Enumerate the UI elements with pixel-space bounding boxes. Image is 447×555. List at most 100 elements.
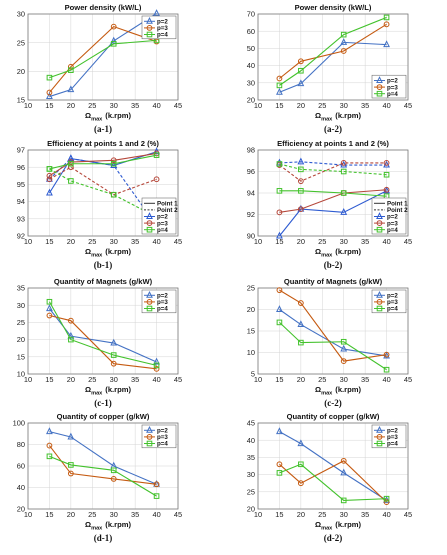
- data-point-marker: [110, 161, 118, 168]
- data-point-marker: [46, 166, 53, 172]
- series-line: [48, 301, 157, 366]
- panel-caption: (d-1): [94, 533, 113, 543]
- series-p-4: [276, 319, 390, 373]
- series-line: [279, 190, 387, 197]
- x-tick-label: 25: [318, 375, 326, 384]
- data-point-marker: [298, 166, 304, 173]
- data-point-marker: [340, 338, 347, 345]
- chart-panel-d-1: Quantity of copper (g/kW) 10 15 20 25 30 35 40 4…: [13, 412, 182, 543]
- data-point-marker: [276, 305, 283, 312]
- x-axis-symbol: Ω: [315, 247, 321, 256]
- legend-marker: [146, 226, 153, 233]
- x-axis-subscript: max: [91, 391, 103, 397]
- data-point-marker: [276, 231, 283, 239]
- x-axis-unit: (k.rpm): [105, 520, 131, 529]
- legend-marker: [146, 305, 153, 312]
- y-tick-label: 20: [17, 67, 25, 76]
- x-tick-label: 15: [45, 101, 53, 110]
- x-axis-symbol: Ω: [315, 111, 321, 120]
- data-point-marker: [68, 67, 74, 73]
- x-tick-label: 25: [88, 237, 96, 246]
- series-p-3: [46, 23, 160, 96]
- legend-label: p=3: [157, 25, 168, 32]
- x-axis-label: Ωmax (k.rpm): [315, 385, 362, 397]
- x-tick-label: 45: [174, 101, 182, 110]
- y-tick-label: 96: [247, 167, 255, 176]
- data-point-marker: [110, 191, 117, 198]
- x-tick-label: 35: [361, 510, 369, 519]
- x-tick-label: 30: [340, 237, 348, 246]
- y-tick-label: 25: [247, 487, 255, 496]
- series-line: [279, 463, 387, 501]
- data-point-marker: [110, 160, 117, 167]
- x-tick-label: 30: [110, 101, 118, 110]
- series-p-4: [276, 14, 390, 89]
- series-line: [49, 12, 157, 98]
- data-point-marker: [68, 462, 74, 468]
- data-point-marker: [67, 470, 74, 477]
- data-point-marker: [276, 209, 283, 216]
- x-tick-label: 45: [174, 237, 182, 246]
- chart-title: Quantity of Magnets (g/kW): [54, 277, 153, 286]
- x-tick-label: 45: [404, 237, 412, 246]
- data-point-marker: [383, 366, 390, 373]
- chart-title: Power density (kW/L): [295, 3, 372, 12]
- data-point-marker: [383, 499, 390, 506]
- x-tick-label: 30: [110, 237, 118, 246]
- series-p-2: [46, 427, 160, 487]
- data-point-marker: [340, 160, 347, 166]
- y-tick-label: 20: [17, 335, 25, 344]
- x-axis-subscript: max: [91, 253, 103, 259]
- chart-panel-c-2: Quantity of Magnets (g/kW) 10 15 20 25 30 35 40…: [247, 277, 412, 408]
- data-point-marker: [67, 331, 75, 339]
- data-point-marker: [46, 298, 53, 305]
- data-point-marker: [110, 157, 117, 164]
- x-tick-label: 40: [152, 375, 160, 384]
- y-tick-label: 20: [17, 505, 25, 514]
- data-point-marker: [46, 442, 53, 449]
- legend-label: p=2: [387, 78, 398, 85]
- y-tick-label: 40: [17, 483, 25, 492]
- data-point-marker: [298, 461, 304, 468]
- legend-marker: [376, 299, 383, 305]
- data-point-marker: [383, 40, 390, 48]
- y-tick-label: 20: [247, 96, 255, 105]
- legend-label: p=2: [387, 428, 398, 435]
- data-point-marker: [340, 190, 347, 196]
- data-point-marker: [298, 67, 304, 74]
- x-tick-label: 45: [404, 375, 412, 384]
- x-tick-label: 20: [297, 237, 305, 246]
- y-tick-label: 60: [247, 27, 255, 36]
- x-tick-label: 45: [174, 375, 182, 384]
- series-p-2: [276, 305, 390, 359]
- x-tick-label: 30: [110, 510, 118, 519]
- data-point-marker: [340, 208, 348, 215]
- legend-label: Point 2: [157, 207, 178, 214]
- y-tick-label: 94: [17, 197, 25, 206]
- data-point-marker: [297, 439, 305, 447]
- x-tick-label: 10: [254, 101, 262, 110]
- legend: p=2p=3p=4: [141, 15, 177, 40]
- data-point-marker: [383, 186, 390, 193]
- x-tick-label: 10: [24, 237, 32, 246]
- legend-marker: [146, 212, 153, 219]
- data-point-marker: [153, 176, 160, 183]
- data-point-marker: [67, 317, 74, 324]
- data-point-marker: [276, 461, 283, 468]
- y-tick-label: 10: [17, 370, 25, 379]
- series-line: [49, 455, 157, 497]
- x-tick-label: 15: [275, 237, 283, 246]
- y-tick-label: 25: [247, 284, 255, 293]
- x-axis-unit: (k.rpm): [335, 247, 361, 256]
- data-point-marker: [297, 79, 305, 87]
- plot-border: [257, 422, 409, 510]
- data-point-marker: [276, 87, 283, 95]
- data-point-marker: [340, 497, 347, 504]
- legend-label: p=3: [157, 434, 168, 441]
- x-axis-label: Ωmax (k.rpm): [85, 247, 132, 259]
- legend-marker: [146, 16, 153, 24]
- data-point-marker: [46, 176, 53, 183]
- legend-label: p=4: [157, 441, 168, 448]
